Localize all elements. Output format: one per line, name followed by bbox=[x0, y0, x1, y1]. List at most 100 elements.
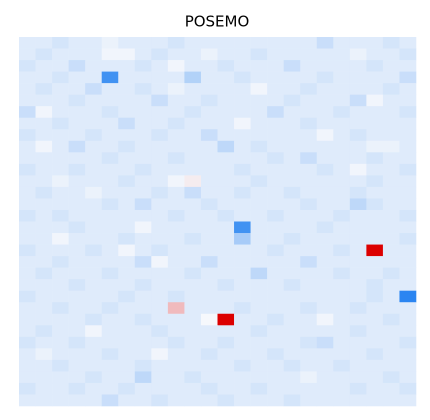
heatmap-cell bbox=[300, 48, 318, 61]
heatmap-cell bbox=[399, 394, 417, 407]
heatmap-cell bbox=[283, 256, 301, 268]
heatmap-cell bbox=[35, 140, 53, 153]
heatmap-cell bbox=[234, 348, 251, 361]
heatmap-cell bbox=[333, 94, 351, 107]
heatmap-cell bbox=[151, 302, 169, 315]
heatmap-cell bbox=[134, 359, 152, 372]
heatmap-cell bbox=[101, 209, 119, 222]
heatmap-cell bbox=[85, 256, 103, 268]
heatmap-cell bbox=[85, 290, 103, 303]
heatmap-cell bbox=[300, 394, 318, 407]
heatmap-cell bbox=[234, 279, 251, 291]
heatmap-cell bbox=[85, 198, 103, 211]
heatmap-cell bbox=[52, 313, 69, 326]
heatmap-cell bbox=[151, 48, 169, 61]
heatmap-cell bbox=[267, 394, 284, 407]
heatmap-cell bbox=[167, 371, 185, 384]
heatmap-cell bbox=[68, 140, 86, 153]
heatmap-cell bbox=[101, 244, 119, 257]
heatmap-cell bbox=[52, 256, 69, 268]
heatmap-cell bbox=[283, 233, 301, 245]
heatmap-cell bbox=[366, 394, 384, 407]
heatmap-cell bbox=[151, 221, 169, 234]
heatmap-cell bbox=[19, 290, 36, 303]
heatmap-cell bbox=[333, 336, 351, 349]
heatmap-cell bbox=[234, 256, 251, 268]
heatmap-cell bbox=[19, 244, 36, 257]
heatmap-cell bbox=[35, 394, 53, 407]
heatmap-cell bbox=[68, 175, 86, 188]
heatmap-cell bbox=[184, 244, 202, 257]
heatmap-cell bbox=[283, 83, 301, 95]
heatmap-cell bbox=[399, 221, 417, 234]
heatmap-cell bbox=[283, 221, 301, 234]
heatmap-cell bbox=[19, 394, 36, 407]
heatmap-cell bbox=[19, 163, 36, 176]
heatmap-cell bbox=[366, 244, 384, 257]
heatmap-cell bbox=[200, 325, 218, 338]
heatmap-cell bbox=[382, 348, 400, 361]
heatmap-cell bbox=[333, 198, 351, 211]
heatmap-cell bbox=[151, 186, 169, 199]
heatmap-cell bbox=[283, 37, 301, 49]
heatmap-cell bbox=[399, 71, 417, 84]
heatmap-cell bbox=[52, 279, 69, 291]
heatmap-cell bbox=[349, 60, 367, 72]
heatmap-cell bbox=[52, 267, 69, 280]
heatmap-cell bbox=[19, 94, 36, 107]
heatmap-cell bbox=[382, 106, 400, 119]
heatmap-cell bbox=[118, 175, 136, 188]
heatmap-cell bbox=[52, 83, 69, 95]
heatmap-cell bbox=[85, 313, 103, 326]
heatmap-cell bbox=[35, 221, 53, 234]
heatmap-cell bbox=[134, 117, 152, 130]
heatmap-cell bbox=[118, 186, 136, 199]
heatmap-cell bbox=[250, 117, 268, 130]
heatmap-cell bbox=[382, 152, 400, 165]
heatmap-cell bbox=[68, 371, 86, 384]
heatmap-cell bbox=[300, 175, 318, 188]
heatmap-cell bbox=[184, 198, 202, 211]
heatmap-cell bbox=[118, 129, 136, 142]
heatmap-cell bbox=[68, 267, 86, 280]
heatmap-cell bbox=[234, 371, 251, 384]
heatmap-cell bbox=[118, 83, 136, 95]
heatmap-cell bbox=[200, 359, 218, 372]
heatmap-cell bbox=[134, 94, 152, 107]
heatmap-cell bbox=[118, 37, 136, 49]
heatmap-cell bbox=[300, 382, 318, 395]
heatmap-cell bbox=[200, 209, 218, 222]
heatmap-cell bbox=[333, 37, 351, 49]
heatmap-cell bbox=[68, 106, 86, 119]
heatmap-cell bbox=[151, 382, 169, 395]
heatmap-cell bbox=[382, 267, 400, 280]
heatmap-cell bbox=[118, 302, 136, 315]
heatmap-cell bbox=[349, 371, 367, 384]
heatmap-cell bbox=[200, 233, 218, 245]
heatmap-cell bbox=[167, 256, 185, 268]
heatmap-cell bbox=[382, 325, 400, 338]
heatmap-cell bbox=[134, 60, 152, 72]
heatmap-cell bbox=[200, 163, 218, 176]
heatmap-cell bbox=[68, 302, 86, 315]
heatmap-cell bbox=[250, 163, 268, 176]
heatmap-cell bbox=[52, 290, 69, 303]
heatmap-cell bbox=[316, 209, 334, 222]
heatmap-cell bbox=[68, 117, 86, 130]
heatmap-cell bbox=[283, 48, 301, 61]
heatmap-cell bbox=[250, 48, 268, 61]
heatmap-cell bbox=[184, 60, 202, 72]
heatmap-cell bbox=[316, 140, 334, 153]
heatmap-cell bbox=[167, 163, 185, 176]
heatmap-cell bbox=[19, 371, 36, 384]
heatmap-cell bbox=[283, 198, 301, 211]
heatmap-cell bbox=[300, 106, 318, 119]
heatmap-cell bbox=[300, 336, 318, 349]
heatmap-cell bbox=[52, 60, 69, 72]
heatmap-cell bbox=[19, 302, 36, 315]
heatmap-cell bbox=[366, 152, 384, 165]
heatmap-cell bbox=[151, 279, 169, 291]
heatmap-cell bbox=[366, 336, 384, 349]
heatmap-cell bbox=[267, 48, 284, 61]
heatmap-cell bbox=[250, 198, 268, 211]
